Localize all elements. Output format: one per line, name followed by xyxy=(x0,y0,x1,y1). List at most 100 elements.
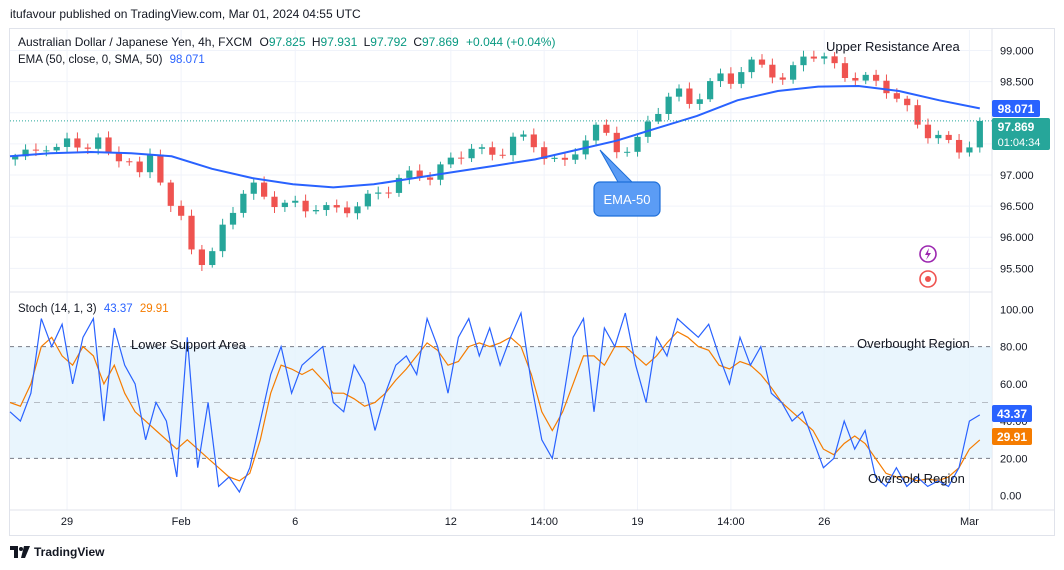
candle-up xyxy=(707,81,714,100)
ema-price-badge: 98.071 xyxy=(992,100,1040,117)
candle-up xyxy=(406,170,413,178)
price-tick-label: 98.500 xyxy=(1000,77,1034,89)
publisher-line: itufavour published on TradingView.com, … xyxy=(10,7,361,21)
tradingview-logo-icon xyxy=(10,546,30,558)
candle-up xyxy=(644,121,652,137)
last-price-badge: 97.869 01:04:34 xyxy=(992,118,1050,150)
candle-down xyxy=(105,137,112,153)
footer-brand-label: TradingView xyxy=(34,545,105,559)
stoch-k-badge: 43.37 xyxy=(992,405,1032,422)
high-label: H xyxy=(312,35,321,49)
stoch-d-badge: 29.91 xyxy=(992,428,1032,445)
candle-up xyxy=(696,99,703,104)
low-value: 97.792 xyxy=(370,35,407,49)
candle-down xyxy=(115,152,123,162)
candle-up xyxy=(209,251,216,266)
candle-up xyxy=(717,73,724,82)
candle-down xyxy=(167,182,174,206)
stoch-d-legend-value: 29.91 xyxy=(140,303,169,315)
stoch-k-legend-value: 43.37 xyxy=(104,303,133,315)
time-tick-label: 29 xyxy=(61,516,73,528)
high-value: 97.931 xyxy=(321,35,358,49)
price-tick-label: 96.000 xyxy=(1000,232,1034,244)
stoch-legend[interactable]: Stoch (14, 1, 3) 43.37 29.91 xyxy=(18,303,169,315)
candle-up xyxy=(748,59,755,73)
candle-up xyxy=(821,56,828,59)
record-icon[interactable] xyxy=(919,270,937,288)
candle-down xyxy=(261,182,268,197)
candle-down xyxy=(955,139,963,153)
footer-brand[interactable]: TradingView xyxy=(10,545,104,559)
candle-down xyxy=(499,154,506,156)
candle-up xyxy=(364,193,371,207)
price-tick-label: 95.500 xyxy=(1000,263,1034,275)
candle-down xyxy=(136,161,143,173)
stoch-tick-label: 80.00 xyxy=(1000,342,1028,354)
ema-callout-label: EMA-50 xyxy=(604,192,651,207)
low-label: L xyxy=(364,35,371,49)
candle-up xyxy=(935,134,942,139)
candle-down xyxy=(188,215,195,250)
price-axis-ticks: 99.00098.50098.00097.50097.00096.50096.0… xyxy=(1000,46,1034,276)
candle-up xyxy=(323,205,330,211)
candle-up xyxy=(250,182,257,194)
candle-up xyxy=(395,177,403,193)
upper-resistance-label: Upper Resistance Area xyxy=(826,39,960,54)
candle-up xyxy=(655,113,662,122)
candle-down xyxy=(914,105,921,125)
candle-down xyxy=(333,205,340,208)
candle-down xyxy=(810,56,817,59)
open-label: O xyxy=(259,35,268,49)
candle-up xyxy=(219,224,226,252)
ema-legend[interactable]: EMA (50, close, 0, SMA, 50) 98.071 xyxy=(18,54,205,66)
candle-down xyxy=(769,64,776,78)
candle-down xyxy=(343,207,351,214)
candle-up xyxy=(95,137,102,149)
lower-support-label: Lower Support Area xyxy=(131,337,247,352)
candle-down xyxy=(302,200,309,212)
lightning-icon[interactable] xyxy=(919,245,937,263)
ema-callout-box xyxy=(593,181,661,217)
time-axis-ticks: 29 Feb 6 12 14:00 19 14:00 26 Mar xyxy=(61,516,979,528)
candle-up xyxy=(354,206,361,214)
candles xyxy=(12,50,983,272)
candle-up xyxy=(572,154,579,160)
close-value: 97.869 xyxy=(422,35,459,49)
time-tick-label: 14:00 xyxy=(530,516,558,528)
candle-up xyxy=(800,56,807,66)
ema-legend-label: EMA (50, close, 0, SMA, 50) xyxy=(18,54,163,66)
candle-up xyxy=(281,202,288,208)
candle-up xyxy=(240,193,247,213)
candle-up xyxy=(43,150,50,152)
candle-down xyxy=(271,196,278,208)
overbought-label: Overbought Region xyxy=(857,336,970,351)
candle-down xyxy=(561,157,569,160)
candle-up xyxy=(12,156,19,160)
candle-down xyxy=(893,93,900,99)
candle-up xyxy=(468,148,475,159)
candle-up xyxy=(976,120,983,148)
time-tick-label: 26 xyxy=(818,516,830,528)
candle-down xyxy=(904,98,911,106)
candle-down xyxy=(74,138,81,148)
stoch-d-badge-value: 29.91 xyxy=(997,430,1027,444)
candle-up xyxy=(551,157,558,159)
time-tick-label: 12 xyxy=(445,516,457,528)
price-tick-label: 96.500 xyxy=(1000,201,1034,213)
instrument-legend[interactable]: Australian Dollar / Japanese Yen, 4h, FX… xyxy=(18,35,555,49)
stoch-k-line xyxy=(9,310,981,494)
candle-up xyxy=(509,136,517,156)
candle-down xyxy=(541,147,548,159)
candle-down xyxy=(178,205,185,216)
instrument-title: Australian Dollar / Japanese Yen, 4h, FX… xyxy=(18,35,252,49)
candle-up xyxy=(63,138,71,147)
last-price-badge-value: 97.869 xyxy=(998,120,1035,134)
candle-up xyxy=(375,192,382,194)
stoch-tick-label: 60.00 xyxy=(1000,379,1028,391)
candle-up xyxy=(624,151,631,153)
candle-up xyxy=(738,72,745,84)
time-tick-label: 14:00 xyxy=(717,516,745,528)
candle-down xyxy=(758,59,766,65)
